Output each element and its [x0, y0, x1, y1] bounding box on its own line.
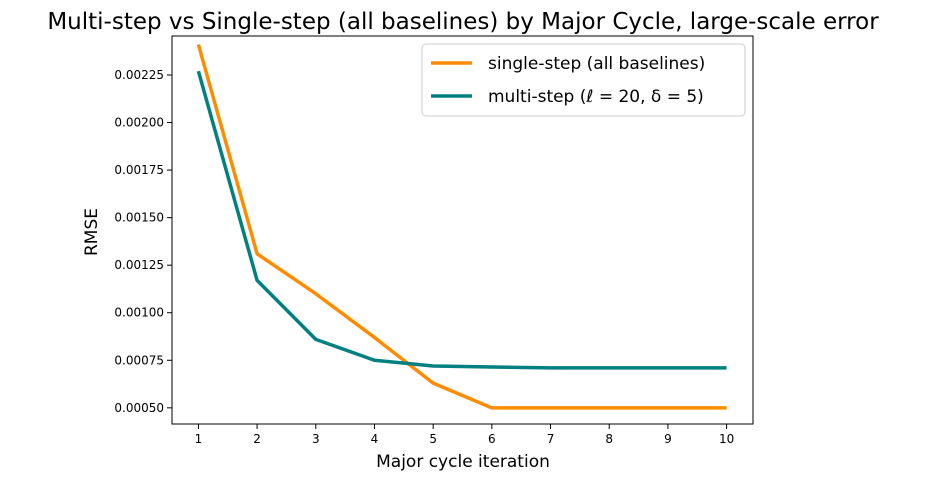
- x-tick-label: 10: [719, 432, 734, 446]
- legend: single-step (all baselines) multi-step (ℓ…: [421, 43, 746, 117]
- x-tick-label: 9: [664, 432, 672, 446]
- y-axis-label: RMSE: [82, 208, 102, 256]
- x-tick-label: 5: [429, 432, 437, 446]
- x-tick-label: 6: [488, 432, 496, 446]
- chart-title: Multi-step vs Single-step (all baselines…: [47, 9, 879, 35]
- x-tick-label: 1: [195, 432, 203, 446]
- legend-box: [421, 43, 746, 117]
- y-tick-label: 0.00100: [114, 306, 164, 320]
- y-tick-label: 0.00150: [114, 211, 164, 225]
- x-tick-label: 2: [253, 432, 261, 446]
- x-axis-label: Major cycle iteration: [376, 452, 550, 472]
- x-tick-label: 8: [605, 432, 613, 446]
- series-line-2: [196, 70, 727, 370]
- legend-label-2: multi-step (ℓ = 20, δ = 5): [488, 87, 704, 107]
- y-tick-label: 0.00175: [114, 163, 164, 177]
- x-tick-label: 4: [371, 432, 379, 446]
- x-tick-label: 3: [312, 432, 320, 446]
- y-tick-label: 0.00050: [114, 401, 164, 415]
- x-tick-label: 7: [547, 432, 555, 446]
- y-tick-label: 0.00225: [114, 68, 164, 82]
- y-tick-label: 0.00200: [114, 116, 164, 130]
- plot-frame: [171, 35, 754, 425]
- series-line-1: [196, 44, 727, 410]
- y-tick-label: 0.00075: [114, 353, 164, 367]
- y-tick-label: 0.00125: [114, 258, 164, 272]
- plot-area: 1 2 3 4 5 6 7 8 9 10 0.00050 0.00075 0.00100 0.00125 0…: [114, 35, 754, 446]
- legend-label-1: single-step (all baselines): [488, 54, 705, 74]
